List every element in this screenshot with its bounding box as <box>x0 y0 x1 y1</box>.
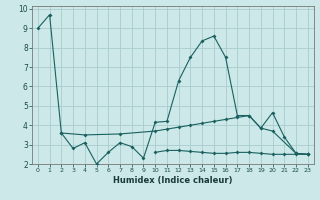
X-axis label: Humidex (Indice chaleur): Humidex (Indice chaleur) <box>113 176 233 185</box>
